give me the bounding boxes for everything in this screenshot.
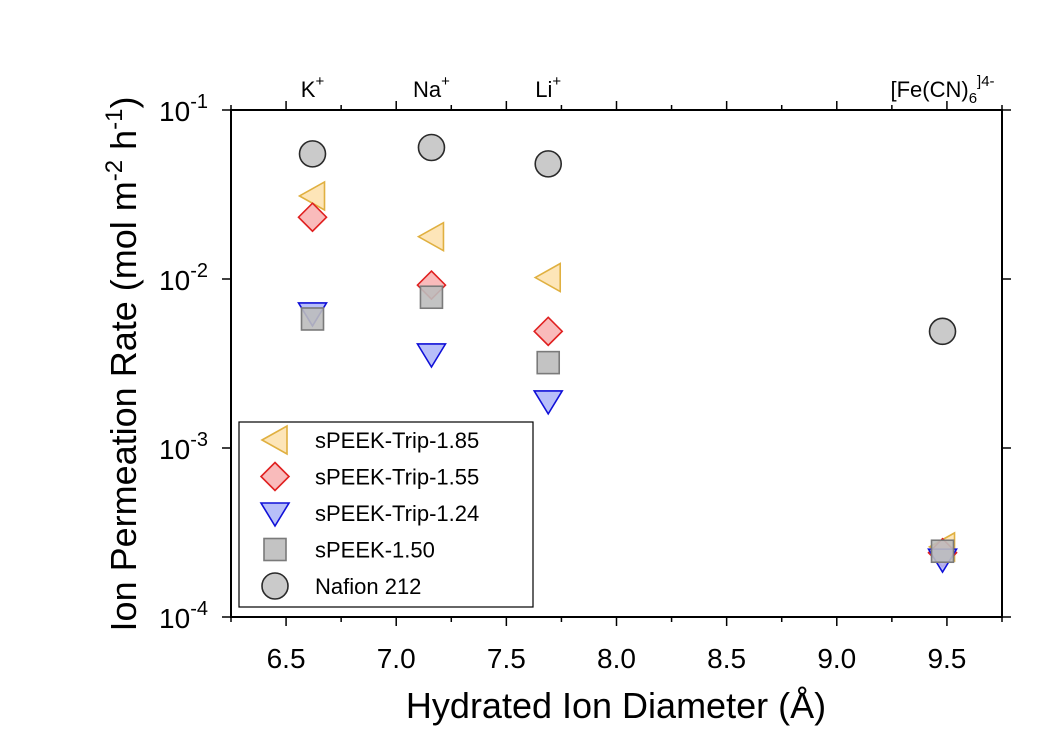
data-point bbox=[533, 262, 562, 293]
data-point bbox=[536, 350, 561, 375]
data-point bbox=[416, 221, 445, 253]
y-axis-title: Ion Permeation Rate (mol m-2 h-1) bbox=[101, 97, 144, 632]
ion-label: [Fe(CN)6]4- bbox=[890, 73, 994, 107]
y-axis-title-part-1: Ion Permeation Rate (mol m bbox=[103, 181, 144, 631]
ion-label: Li+ bbox=[535, 73, 561, 102]
data-point bbox=[534, 150, 563, 178]
x-tick-label: 7.5 bbox=[487, 643, 526, 674]
y-axis-title-part-3: ) bbox=[103, 97, 144, 109]
x-tick-labels: 6.5 7.0 7.5 8.0 8.5 9.0 9.5 bbox=[267, 643, 967, 674]
ion-label: Na+ bbox=[413, 73, 450, 102]
x-tick-label: 9.0 bbox=[817, 643, 856, 674]
x-axis-title: Hydrated Ion Diameter (Å) bbox=[406, 685, 826, 726]
y-tick-label: 10-4 bbox=[159, 598, 208, 634]
data-point bbox=[533, 316, 564, 347]
data-point bbox=[930, 539, 955, 564]
y-axis-title-part-2: h bbox=[103, 130, 144, 160]
x-tick-label: 8.0 bbox=[597, 643, 636, 674]
legend-label: sPEEK-1.50 bbox=[315, 538, 435, 563]
y-tick-labels: 10-1 10-2 10-3 10-4 bbox=[159, 91, 208, 634]
y-axis-title-exp-2: -1 bbox=[101, 109, 128, 130]
data-point bbox=[297, 202, 328, 233]
legend-marker bbox=[259, 502, 291, 528]
legend-label: sPEEK-Trip-1.55 bbox=[315, 465, 479, 490]
legend-marker bbox=[259, 461, 291, 492]
y-tick-label: 10-2 bbox=[159, 260, 208, 296]
y-axis-title-exp-1: -2 bbox=[101, 160, 128, 181]
data-point bbox=[298, 140, 327, 168]
data-point bbox=[416, 343, 447, 369]
legend-label: sPEEK-Trip-1.85 bbox=[315, 428, 479, 453]
x-tick-label: 8.5 bbox=[707, 643, 746, 674]
ion-labels: K+ Na+ Li+ [Fe(CN)6]4- bbox=[301, 73, 995, 107]
data-point bbox=[417, 133, 446, 162]
legend-label: Nafion 212 bbox=[315, 574, 421, 599]
data-point bbox=[419, 285, 444, 310]
legend-marker bbox=[261, 572, 289, 600]
legend-marker bbox=[260, 424, 288, 456]
data-point bbox=[532, 390, 564, 416]
ion-label: K+ bbox=[301, 73, 325, 102]
x-tick-label: 9.5 bbox=[927, 643, 966, 674]
legend-box bbox=[238, 421, 534, 608]
legend: sPEEK-Trip-1.85 sPEEK-Trip-1.55 sPEEK-Trip… bbox=[238, 421, 534, 608]
x-tick-label: 6.5 bbox=[267, 643, 306, 674]
y-tick-label: 10-1 bbox=[159, 91, 208, 127]
y-tick-label: 10-3 bbox=[159, 429, 208, 465]
data-markers bbox=[297, 133, 958, 574]
legend-label: sPEEK-Trip-1.24 bbox=[315, 501, 479, 526]
data-point bbox=[300, 307, 325, 331]
legend-marker bbox=[263, 537, 287, 562]
data-point bbox=[928, 317, 957, 346]
x-tick-label: 7.0 bbox=[377, 643, 416, 674]
axis-ticks bbox=[222, 101, 1011, 626]
